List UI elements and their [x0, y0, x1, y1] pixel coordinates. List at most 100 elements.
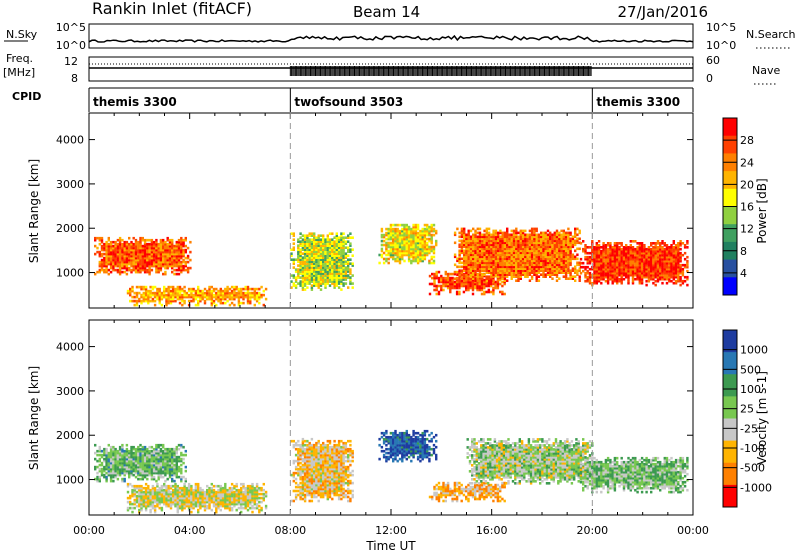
range-cell — [394, 237, 397, 241]
range-cell — [174, 287, 177, 291]
range-cell — [412, 229, 415, 233]
range-cell — [143, 475, 147, 479]
range-cell — [611, 267, 614, 271]
range-cell — [553, 259, 556, 263]
range-cell — [616, 259, 619, 263]
range-cell — [503, 247, 507, 251]
range-cell — [206, 291, 209, 295]
range-cell — [105, 455, 108, 459]
range-cell — [620, 271, 623, 275]
range-cell — [503, 267, 507, 270]
range-cell — [125, 459, 129, 463]
range-cell — [157, 451, 160, 455]
range-cell — [148, 264, 151, 268]
range-cell — [181, 303, 184, 307]
range-cell — [141, 469, 144, 473]
range-cell — [315, 264, 318, 267]
range-cell — [540, 237, 543, 241]
range-cell — [118, 469, 122, 473]
range-cell — [158, 299, 161, 303]
range-cell — [148, 465, 151, 469]
range-cell — [526, 255, 529, 259]
range-cell — [140, 293, 143, 297]
range-cell — [609, 246, 612, 249]
range-cell — [313, 240, 316, 243]
range-cell — [342, 242, 345, 245]
range-cell — [387, 261, 390, 265]
range-cell — [121, 260, 124, 264]
range-cell — [618, 261, 621, 265]
range-cell — [340, 288, 343, 291]
range-cell — [428, 247, 431, 251]
range-cell — [96, 236, 99, 240]
range-cell — [155, 459, 158, 463]
range-cell — [431, 272, 434, 276]
range-cell — [157, 262, 160, 266]
range-cell — [467, 272, 470, 276]
range-cell — [151, 299, 155, 303]
range-cell — [606, 261, 610, 265]
range-cell — [164, 254, 167, 258]
range-cell — [544, 245, 547, 249]
range-cell — [141, 264, 144, 268]
range-cell — [212, 293, 216, 297]
range-cell — [515, 227, 518, 231]
range-cell — [337, 276, 341, 279]
range-cell — [645, 263, 648, 267]
range-cell — [540, 251, 543, 255]
range-cell — [313, 256, 316, 259]
range-cell — [472, 233, 475, 237]
range-cell — [616, 281, 619, 285]
range-cell — [322, 246, 325, 249]
range-cell — [98, 252, 101, 256]
range-cell — [155, 467, 158, 471]
range-cell — [613, 261, 617, 265]
range-cell — [602, 255, 605, 259]
range-cell — [606, 267, 610, 271]
range-cell — [221, 301, 225, 305]
range-cell — [478, 257, 482, 261]
range-cell — [294, 284, 298, 287]
range-cell — [398, 247, 402, 251]
range-cell — [137, 471, 140, 475]
range-cell — [481, 259, 484, 263]
range-cell — [578, 279, 581, 282]
range-cell — [190, 287, 193, 291]
range-cell — [537, 263, 541, 267]
range-cell — [677, 253, 680, 257]
range-cell — [471, 292, 475, 296]
range-cell — [326, 264, 329, 267]
range-cell — [315, 256, 318, 259]
range-cell — [506, 241, 509, 245]
range-cell — [160, 295, 164, 299]
range-cell — [240, 293, 243, 297]
range-cell — [665, 269, 669, 273]
range-cell — [463, 261, 466, 265]
range-cell — [319, 248, 323, 251]
range-cell — [167, 289, 170, 293]
range-cell — [485, 237, 488, 241]
range-cell — [310, 260, 314, 263]
range-cell — [173, 262, 176, 266]
range-cell — [297, 256, 300, 259]
range-cell — [524, 239, 527, 243]
range-cell — [134, 258, 138, 262]
range-cell — [515, 261, 518, 265]
range-cell — [146, 268, 149, 272]
range-cell — [138, 502, 141, 506]
range-cell — [474, 231, 477, 235]
range-cell — [114, 449, 117, 453]
range-cell — [613, 253, 617, 257]
range-cell — [521, 233, 525, 237]
range-cell — [292, 262, 295, 265]
range-cell — [168, 264, 172, 268]
cpid-segment-label: twofsound 3503 — [294, 95, 403, 109]
range-cell — [175, 272, 178, 276]
range-cell — [140, 496, 143, 500]
range-cell — [558, 253, 561, 257]
range-cell — [114, 256, 117, 260]
range-cell — [351, 248, 354, 251]
range-cell — [677, 263, 680, 267]
range-cell — [405, 245, 408, 249]
range-cell — [414, 245, 418, 249]
